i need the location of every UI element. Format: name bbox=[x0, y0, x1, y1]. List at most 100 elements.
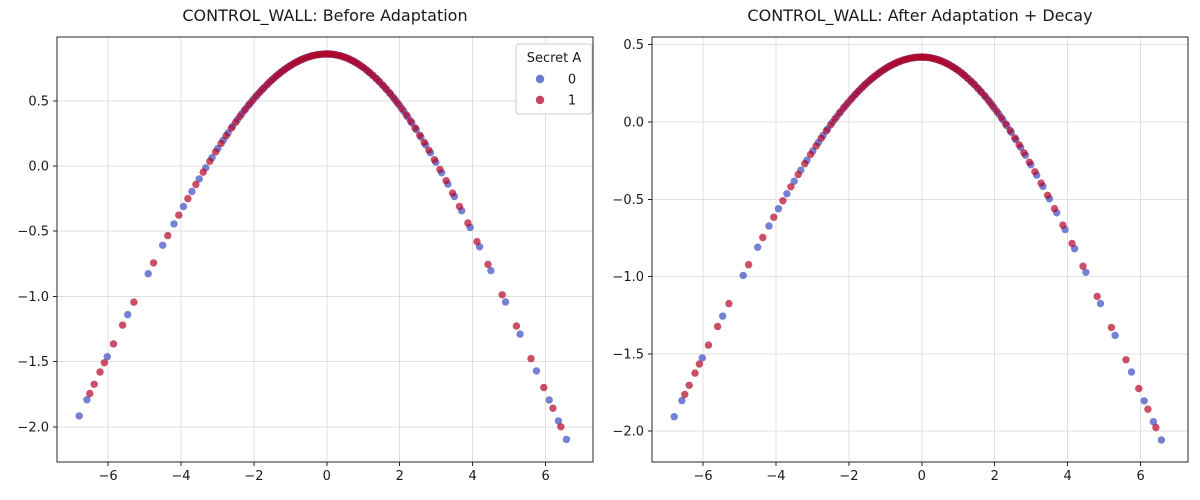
scatter-point bbox=[118, 321, 127, 329]
scatter-point bbox=[997, 113, 1005, 122]
x-axis: −6 −4 −2 0 2 4 6 bbox=[693, 462, 1145, 484]
scatter-point bbox=[545, 396, 553, 404]
scatter-point bbox=[484, 260, 492, 269]
scatter-point bbox=[96, 368, 104, 376]
axes-frame bbox=[651, 36, 1189, 463]
legend-title: Secret A bbox=[527, 51, 582, 66]
scatter-point bbox=[206, 157, 214, 165]
scatter-point bbox=[199, 168, 207, 176]
scatter-point bbox=[1157, 436, 1166, 444]
legend-marker-1 bbox=[535, 95, 545, 105]
y-tick-label: 0.5 bbox=[623, 38, 644, 53]
scatter-series-0 bbox=[75, 50, 571, 444]
x-tick-label: 4 bbox=[1064, 469, 1072, 484]
scatter-point bbox=[124, 310, 132, 319]
scatter-point bbox=[411, 124, 419, 132]
scatter-point bbox=[1025, 158, 1034, 166]
x-tick-label: 4 bbox=[469, 469, 477, 484]
scatter-point bbox=[487, 266, 495, 275]
scatter-point bbox=[540, 383, 548, 392]
y-tick-label: −0.5 bbox=[17, 225, 49, 240]
scatter-point bbox=[170, 220, 178, 228]
scatter-point bbox=[159, 241, 167, 249]
scatter-point bbox=[192, 180, 200, 189]
x-tick-label: −4 bbox=[171, 469, 190, 484]
scatter-point bbox=[691, 369, 699, 377]
scatter-point bbox=[512, 322, 521, 330]
scatter-point bbox=[993, 107, 1001, 116]
scatter-point bbox=[1127, 368, 1136, 376]
scatter-point bbox=[1050, 204, 1059, 213]
scatter-point bbox=[817, 134, 825, 142]
scatter-point bbox=[685, 381, 693, 389]
scatter-point bbox=[1144, 405, 1152, 413]
scatter-point bbox=[1107, 323, 1116, 332]
chart-after: CONTROL_WALL: After Adaptation + Decay −… bbox=[612, 6, 1189, 484]
axes-before: −6 −4 −2 0 2 4 6 0.5 0.0 −0.5 −1.0 −1.5 −2.0 Secret A… bbox=[17, 36, 594, 484]
scatter-point bbox=[402, 111, 410, 119]
scatter-point bbox=[149, 259, 158, 267]
scatter-point bbox=[527, 354, 535, 363]
scatter-point bbox=[1079, 262, 1087, 270]
scatter-point bbox=[448, 189, 457, 197]
scatter-point bbox=[464, 219, 472, 227]
grid bbox=[652, 37, 1188, 462]
scatter-point bbox=[175, 211, 183, 219]
y-axis: 0.5 0.0 −0.5 −1.0 −1.5 −2.0 bbox=[612, 38, 652, 440]
scatter-point bbox=[1135, 384, 1143, 393]
scatter-point bbox=[442, 177, 450, 185]
x-tick-label: 6 bbox=[541, 469, 549, 484]
scatter-point bbox=[416, 131, 424, 139]
scatter-point bbox=[1152, 423, 1160, 432]
scatter-point bbox=[1020, 149, 1028, 157]
scatter-point bbox=[217, 139, 225, 148]
scatter-point bbox=[557, 423, 565, 431]
scatter-point bbox=[739, 271, 747, 280]
scatter-point bbox=[227, 124, 235, 132]
legend-label-0: 0 bbox=[568, 73, 576, 88]
scatter-point bbox=[498, 291, 506, 299]
scatter-point bbox=[1093, 292, 1101, 301]
axes-after: −6 −4 −2 0 2 4 6 0.5 0.0 −0.5 −1.0 −1.5 −2.0 bbox=[612, 36, 1189, 484]
scatter-point bbox=[83, 396, 91, 404]
scatter-point bbox=[184, 194, 192, 203]
scatter-point bbox=[501, 298, 510, 306]
scatter-point bbox=[1006, 126, 1014, 135]
scatter-point bbox=[981, 92, 989, 101]
scatter-point bbox=[130, 298, 138, 306]
scatter-point bbox=[86, 389, 94, 398]
scatter-point bbox=[1082, 268, 1090, 276]
scatter-point bbox=[790, 177, 798, 185]
scatter-point bbox=[232, 118, 240, 126]
scatter-point bbox=[516, 330, 524, 338]
scatter-point bbox=[725, 299, 733, 308]
scatter-point bbox=[806, 150, 815, 159]
scatter-point bbox=[1111, 331, 1119, 340]
scatter-point bbox=[430, 156, 439, 164]
y-tick-label: −0.5 bbox=[612, 193, 644, 208]
scatter-point bbox=[532, 367, 541, 375]
scatter-point bbox=[759, 233, 767, 242]
scatter-series-0 bbox=[670, 53, 1166, 444]
scatter-point bbox=[103, 353, 112, 361]
x-tick-label: 0 bbox=[323, 469, 331, 484]
scatter-point bbox=[670, 413, 678, 421]
scatter-point bbox=[1031, 168, 1039, 176]
scatter-point bbox=[222, 132, 230, 140]
axes-frame bbox=[56, 36, 594, 463]
scatter-point bbox=[698, 354, 706, 362]
scatter-point bbox=[188, 187, 196, 196]
scatter-point bbox=[1015, 141, 1023, 149]
scatter-point bbox=[386, 90, 394, 98]
scatter-point bbox=[774, 205, 783, 213]
scatter-point bbox=[989, 102, 997, 110]
scatter-point bbox=[713, 322, 722, 331]
legend-label-1: 1 bbox=[568, 94, 576, 109]
scatter-point bbox=[455, 202, 464, 211]
scatter-point bbox=[109, 340, 118, 348]
scatter-point bbox=[75, 412, 83, 420]
grid bbox=[57, 37, 593, 462]
x-tick-label: 6 bbox=[1136, 469, 1144, 484]
x-tick-label: −6 bbox=[98, 469, 117, 484]
scatter-point bbox=[1149, 418, 1158, 426]
